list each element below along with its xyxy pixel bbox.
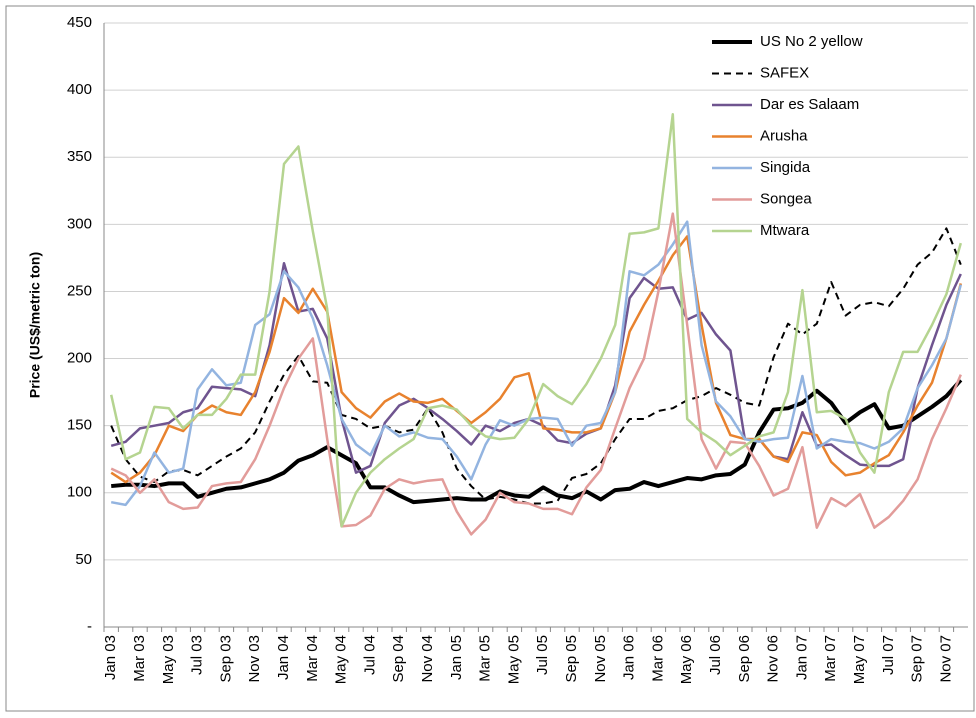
y-tick-label: - — [87, 618, 92, 635]
x-tick-label: Sep 06 — [736, 635, 753, 683]
y-tick-label: 150 — [67, 417, 92, 434]
x-tick-label: Nov 06 — [765, 635, 782, 683]
series-line — [110, 227, 962, 505]
x-tick-label: Mar 04 — [304, 635, 321, 682]
y-tick-label: 250 — [67, 282, 92, 299]
y-tick-label: 300 — [67, 215, 92, 232]
x-tick-label: Jul 07 — [880, 635, 897, 675]
legend-label: Mtwara — [760, 222, 810, 239]
x-tick-label: Nov 03 — [246, 635, 263, 683]
x-tick-label: Nov 05 — [592, 635, 609, 683]
legend-label: SAFEX — [760, 64, 809, 81]
y-tick-label: 200 — [67, 350, 92, 367]
chart-frame — [5, 5, 975, 712]
y-tick-label: 100 — [67, 484, 92, 501]
series-line — [111, 378, 963, 505]
x-tick-label: May 04 — [333, 635, 350, 684]
x-tick-label: Sep 05 — [563, 635, 580, 683]
legend-label: Arusha — [760, 127, 808, 144]
x-tick-label: Jan 03 — [102, 635, 119, 680]
x-tick-label: Nov 04 — [419, 635, 436, 683]
y-tick-label: 350 — [67, 148, 92, 165]
y-tick-label: 400 — [67, 81, 92, 98]
legend-label: Songea — [760, 190, 812, 207]
x-tick-label: Jan 04 — [275, 635, 292, 680]
x-tick-label: Mar 06 — [649, 635, 666, 682]
x-tick-label: May 03 — [160, 635, 177, 684]
x-tick-label: Jul 06 — [707, 635, 724, 675]
x-tick-label: Jan 07 — [793, 635, 810, 680]
x-tick-label: Jul 03 — [189, 635, 206, 675]
series-line — [110, 262, 962, 474]
y-tick-label: 450 — [67, 14, 92, 31]
legend-label: US No 2 yellow — [760, 33, 863, 50]
x-tick-label: Sep 07 — [909, 635, 926, 683]
x-tick-label: May 05 — [505, 635, 522, 684]
x-tick-label: May 07 — [851, 635, 868, 684]
legend-label: Dar es Salaam — [760, 96, 859, 113]
x-tick-label: Sep 03 — [217, 635, 234, 683]
x-tick-label: Jan 06 — [621, 635, 638, 680]
series-line — [109, 113, 963, 528]
series-line — [110, 220, 963, 507]
x-tick-label: Jul 05 — [534, 635, 551, 675]
legend-label: Singida — [760, 159, 811, 176]
x-tick-label: Mar 05 — [477, 635, 494, 682]
y-tick-label: 50 — [75, 551, 92, 568]
x-tick-label: Jan 05 — [448, 635, 465, 680]
x-tick-label: Sep 04 — [390, 635, 407, 683]
series-line — [110, 212, 962, 536]
x-tick-label: Mar 03 — [131, 635, 148, 682]
y-axis-label: Price (US$/metric ton) — [27, 252, 43, 398]
x-tick-label: Jul 04 — [361, 635, 378, 675]
x-tick-label: May 06 — [678, 635, 695, 684]
x-tick-label: Nov 07 — [937, 635, 954, 683]
x-tick-label: Mar 07 — [822, 635, 839, 682]
